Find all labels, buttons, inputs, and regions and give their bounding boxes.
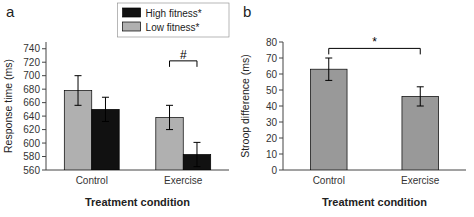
x-tick-label: Exercise [164, 175, 203, 186]
y-tick [42, 143, 46, 144]
y-tick [42, 75, 46, 76]
legend: High fitness* Low fitness* [118, 3, 229, 37]
y-tick-label: 720 [23, 57, 40, 68]
y-tick [279, 122, 283, 123]
y-tick-label: 40 [266, 101, 278, 112]
plot-area [310, 58, 438, 170]
y-tick-label: 60 [266, 69, 278, 80]
error-bar [75, 76, 82, 106]
y-axis-label: Response time (ms) [2, 59, 14, 153]
legend-swatch [123, 22, 141, 31]
legend-label: Low fitness* [146, 22, 200, 33]
y-tick-label: 600 [23, 138, 40, 149]
y-tick [42, 102, 46, 103]
significance-label: * [372, 35, 377, 49]
y-tick [42, 129, 46, 130]
y-tick-label: 10 [266, 149, 278, 160]
y-tick [279, 154, 283, 155]
y-tick [42, 89, 46, 90]
y-axis-line [46, 42, 47, 170]
figure: a560580600620640660680700720740ControlEx… [0, 0, 474, 217]
y-tick [279, 170, 283, 171]
plot-area [64, 76, 210, 170]
y-tick [279, 106, 283, 107]
legend-frame [118, 3, 229, 37]
y-tick-label: 740 [23, 43, 40, 54]
y-tick-label: 70 [266, 53, 278, 64]
legend-swatch [123, 8, 141, 17]
y-tick [279, 138, 283, 139]
y-tick-label: 640 [23, 111, 40, 122]
y-tick [42, 48, 46, 49]
y-tick [279, 58, 283, 59]
y-tick-label: 700 [23, 70, 40, 81]
panel-1: b 0 10 20 30 40 50 60 70 80 Control Exercise Treatme… [239, 3, 466, 208]
chart-container: a560580600620640660680700720740ControlEx… [0, 0, 474, 217]
x-tick-label: Exercise [401, 175, 440, 186]
legend-label: High fitness* [146, 8, 202, 19]
y-tick-label: 580 [23, 151, 40, 162]
y-tick-label: 560 [23, 165, 40, 176]
y-tick [42, 116, 46, 117]
y-tick [42, 62, 46, 63]
error-bar [193, 142, 200, 166]
error-bar [325, 58, 332, 80]
panel-0: a 560 580 600 620 640 660 680 700 720 740 Control Ex… [2, 3, 229, 208]
y-tick [42, 156, 46, 157]
y-tick [279, 42, 283, 43]
significance-label: # [180, 48, 187, 62]
error-bar [417, 87, 424, 106]
error-bar [166, 105, 173, 129]
y-tick-label: 660 [23, 97, 40, 108]
bar [310, 69, 347, 170]
x-axis-label: Treatment condition [85, 196, 190, 208]
y-tick [42, 170, 46, 171]
panel-title: a [6, 3, 15, 20]
y-axis-label: Stroop difference (ms) [239, 54, 251, 158]
bar [402, 96, 439, 170]
y-tick-label: 20 [266, 133, 278, 144]
y-tick-label: 30 [266, 117, 278, 128]
y-axis-line [283, 42, 284, 170]
x-axis-label: Treatment condition [322, 196, 427, 208]
x-tick-label: Control [313, 175, 345, 186]
y-tick [279, 90, 283, 91]
y-tick-label: 620 [23, 124, 40, 135]
y-tick-label: 50 [266, 85, 278, 96]
panel-title: b [243, 3, 251, 20]
y-tick-label: 680 [23, 84, 40, 95]
y-tick-label: 0 [271, 165, 277, 176]
y-tick [279, 74, 283, 75]
error-bar [102, 97, 109, 121]
y-tick-label: 80 [266, 37, 278, 48]
x-tick-label: Control [76, 175, 108, 186]
